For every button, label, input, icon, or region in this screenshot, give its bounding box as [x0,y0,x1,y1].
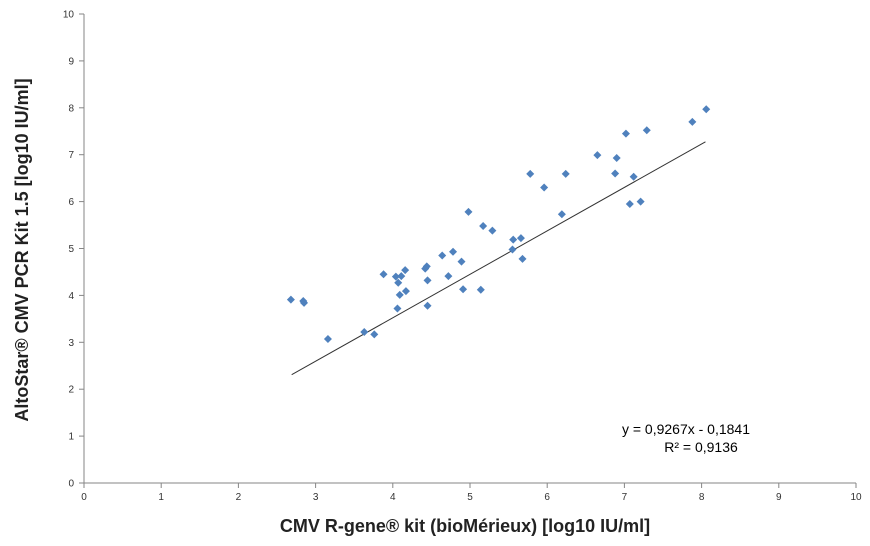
x-tick-label: 0 [81,492,87,503]
data-point [688,117,697,126]
data-point [457,257,466,266]
data-point [370,330,379,339]
y-tick-label: 0 [68,479,74,490]
data-point [612,153,621,162]
x-tick-label: 9 [776,492,782,503]
data-point [423,301,432,310]
data-point [444,272,453,281]
y-tick-label: 8 [68,103,74,114]
data-point [629,172,638,181]
trendline-layer [291,141,706,376]
x-tick-label: 1 [158,492,164,503]
x-ticks: 0 1 2 3 4 5 6 7 8 9 10 [81,483,862,503]
data-point [391,272,400,281]
data-point [509,235,518,244]
data-point [508,245,517,254]
x-tick-label: 6 [544,492,550,503]
r-squared-label: R² = 0,9136 [664,439,738,455]
data-point [423,276,432,285]
data-point [611,169,620,178]
data-point [459,285,468,294]
x-axis-title: CMV R-gene® kit (bioMérieux) [log10 IU/m… [280,516,650,536]
data-point [395,290,404,299]
data-point [636,197,645,206]
data-point [526,169,535,178]
data-point [397,272,406,281]
y-ticks: 0 1 2 3 4 5 6 7 8 9 10 [63,10,84,490]
data-point [422,262,431,271]
data-point [593,151,602,160]
y-tick-label: 6 [68,197,74,208]
x-tick-label: 7 [622,492,628,503]
data-point [488,226,497,235]
data-point [323,335,332,344]
y-tick-label: 9 [68,56,74,67]
data-point [379,270,388,279]
y-axis-title: AltoStar® CMV PCR Kit 1.5 [log10 IU/ml] [12,78,32,421]
axes: 0 1 2 3 4 5 6 7 8 9 10 0 1 2 3 4 5 6 7 8 9 10 [63,10,862,504]
data-point [479,221,488,230]
x-tick-label: 3 [313,492,319,503]
data-point [464,207,473,216]
data-point [393,304,402,313]
data-point [540,183,549,192]
data-point [286,295,295,304]
x-tick-label: 8 [699,492,705,503]
data-point [438,251,447,260]
y-tick-label: 5 [68,244,74,255]
data-point [401,287,410,296]
y-tick-label: 4 [68,291,74,302]
data-point [621,129,630,138]
data-point [625,199,634,208]
x-tick-label: 2 [236,492,242,503]
x-tick-label: 10 [850,492,862,503]
data-point [394,278,403,287]
data-points [286,105,711,344]
data-point [401,266,410,275]
data-point [449,247,458,256]
data-point [516,234,525,243]
trendline [291,141,706,376]
trendline-equation: y = 0,9267x - 0,1841 R² = 0,9136 [622,421,750,455]
y-tick-label: 1 [68,432,74,443]
data-point [702,105,711,114]
data-point [557,210,566,219]
data-point [642,126,651,135]
y-tick-label: 2 [68,385,74,396]
data-point [561,169,570,178]
x-tick-label: 5 [467,492,473,503]
data-point [300,298,309,307]
x-tick-label: 4 [390,492,396,503]
y-tick-label: 3 [68,338,74,349]
y-tick-label: 10 [63,10,75,21]
equation-label: y = 0,9267x - 0,1841 [622,421,750,437]
data-point [360,327,369,336]
data-point [518,254,527,263]
data-point [476,285,485,294]
y-tick-label: 7 [68,150,74,161]
